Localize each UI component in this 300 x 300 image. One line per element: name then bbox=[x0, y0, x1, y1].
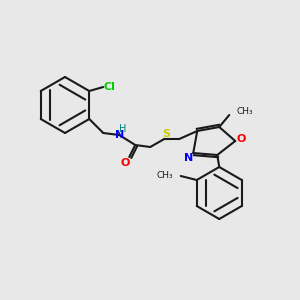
Text: O: O bbox=[121, 158, 130, 168]
Text: CH₃: CH₃ bbox=[236, 107, 253, 116]
Text: O: O bbox=[237, 134, 246, 144]
Text: CH₃: CH₃ bbox=[156, 172, 173, 181]
Text: S: S bbox=[162, 129, 170, 139]
Text: Cl: Cl bbox=[103, 82, 115, 92]
Text: H: H bbox=[118, 124, 126, 134]
Text: N: N bbox=[184, 153, 193, 163]
Text: N: N bbox=[115, 130, 124, 140]
